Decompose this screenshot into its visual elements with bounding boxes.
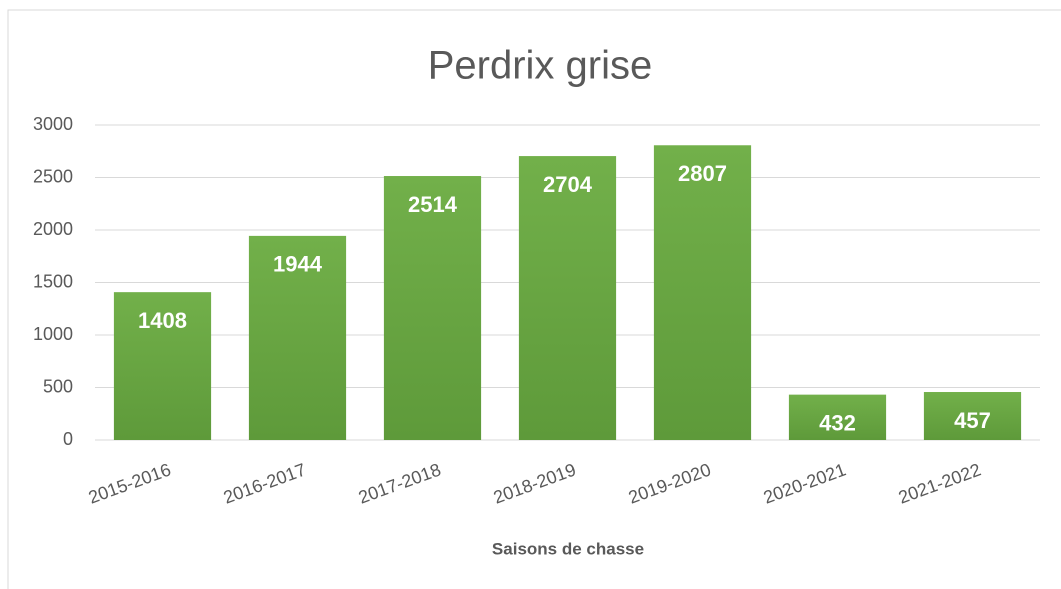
y-tick-label: 1500 [33, 271, 73, 291]
bar [518, 156, 617, 440]
data-label: 1944 [273, 252, 323, 277]
bar [653, 145, 752, 440]
x-axis-title: Saisons de chasse [492, 539, 644, 558]
y-tick-label: 2500 [33, 166, 73, 186]
bar [923, 392, 1022, 440]
data-label: 432 [819, 410, 856, 435]
y-tick-label: 500 [43, 376, 73, 396]
data-label: 2807 [678, 161, 727, 186]
y-tick-label: 3000 [33, 114, 73, 134]
y-tick-label: 2000 [33, 219, 73, 239]
bar [788, 394, 887, 440]
data-label: 2514 [408, 192, 458, 217]
y-tick-label: 0 [63, 429, 73, 449]
y-tick-label: 1000 [33, 324, 73, 344]
data-label: 2704 [543, 172, 593, 197]
chart-title: Perdrix grise [428, 44, 653, 88]
bar [383, 176, 482, 440]
bar [248, 235, 347, 440]
data-label: 457 [954, 408, 991, 433]
bar [113, 292, 212, 440]
data-label: 1408 [138, 308, 187, 333]
